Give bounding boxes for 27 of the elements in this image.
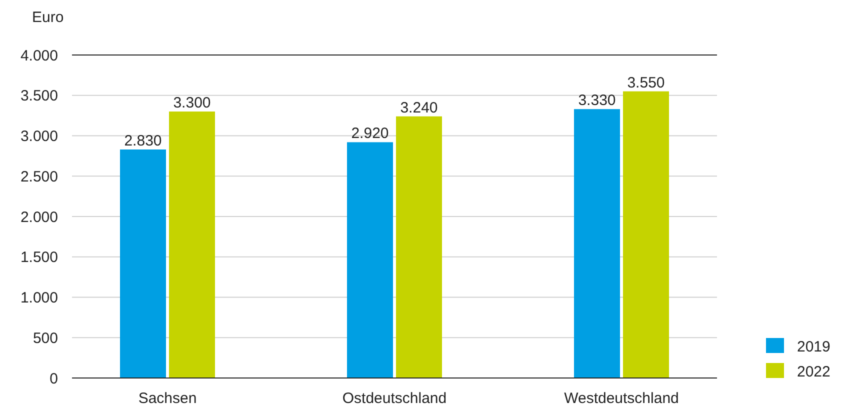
y-tick-label: 3.500	[20, 88, 58, 105]
data-label: 3.330	[578, 92, 616, 110]
bar	[623, 91, 669, 378]
data-label: 2.920	[351, 125, 389, 142]
legend-label: 2019	[797, 338, 830, 356]
y-tick-label: 4.000	[20, 47, 58, 64]
legend-label: 2022	[797, 363, 830, 380]
y-tick-label: 500	[32, 330, 58, 347]
y-tick-label: 1.500	[20, 249, 58, 266]
bar	[396, 116, 442, 378]
bar	[120, 149, 166, 378]
bar	[169, 112, 215, 378]
data-label: 3.550	[627, 74, 665, 92]
bar	[347, 142, 393, 378]
x-tick-label: Westdeutschland	[564, 390, 679, 407]
y-tick-label: 0	[50, 370, 58, 388]
data-label: 3.240	[400, 99, 438, 116]
y-tick-label: 3.000	[20, 128, 58, 145]
y-tick-label: 2.000	[20, 208, 58, 226]
data-label: 3.300	[173, 94, 211, 112]
bar	[574, 109, 620, 378]
x-tick-label: Sachsen	[138, 390, 197, 407]
data-label: 2.830	[124, 132, 162, 150]
y-axis-title: Euro	[32, 9, 64, 26]
y-tick-label: 2.500	[20, 168, 58, 186]
y-tick-label: 1.000	[20, 290, 58, 306]
x-tick-label: Ostdeutschland	[342, 390, 447, 407]
